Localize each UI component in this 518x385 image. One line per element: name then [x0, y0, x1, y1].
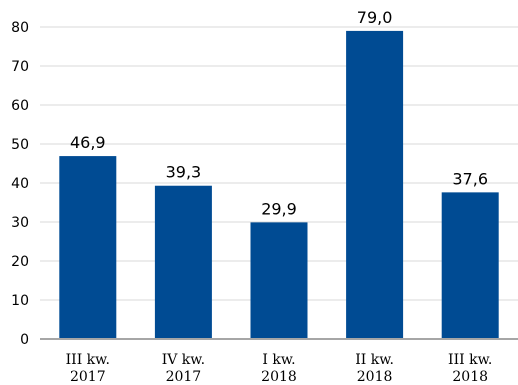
x-tick-label-line: 2018	[261, 369, 297, 385]
x-tick-label-line: 2017	[166, 369, 202, 385]
x-tick-label-line: 2018	[357, 369, 393, 385]
x-tick-label-line: I kw.	[262, 352, 295, 368]
y-tick-label: 30	[11, 215, 29, 231]
bar	[346, 31, 403, 339]
x-tick-label: III kw. 2018	[448, 352, 492, 385]
x-tick-label-line: II kw.	[355, 352, 394, 368]
x-tick-label: II kw. 2018	[355, 352, 394, 385]
y-tick-label: 80	[11, 20, 29, 36]
data-labels: 46,9 39,3 29,9 79,0 37,6	[70, 8, 488, 218]
x-tick-label-line: 2017	[70, 369, 106, 385]
bar	[442, 192, 499, 339]
y-tick-label: 20	[11, 254, 29, 270]
y-tick-label: 70	[11, 59, 29, 75]
data-label: 29,9	[261, 199, 297, 218]
x-tick-label: IV kw. 2017	[162, 352, 205, 385]
y-tick-label: 40	[11, 176, 29, 192]
y-tick-label: 0	[20, 332, 29, 348]
bars	[59, 31, 498, 339]
x-tick-label-line: 2018	[452, 369, 488, 385]
bar	[155, 186, 212, 339]
y-tick-label: 50	[11, 137, 29, 153]
bar	[59, 156, 116, 339]
x-tick-label: I kw. 2018	[261, 352, 297, 385]
y-tick-label: 60	[11, 98, 29, 114]
x-tick-label-line: IV kw.	[162, 352, 205, 368]
data-label: 46,9	[70, 133, 106, 152]
x-tick-label-line: III kw.	[66, 352, 110, 368]
x-tick-label: III kw. 2017	[66, 352, 110, 385]
data-label: 79,0	[357, 8, 393, 27]
data-label: 37,6	[452, 169, 488, 188]
y-tick-label: 10	[11, 293, 29, 309]
data-label: 39,3	[166, 163, 202, 182]
bar	[251, 222, 308, 339]
y-axis-tick-labels: 0 10 20 30 40 50 60 70 80	[11, 20, 29, 348]
x-tick-label-line: III kw.	[448, 352, 492, 368]
